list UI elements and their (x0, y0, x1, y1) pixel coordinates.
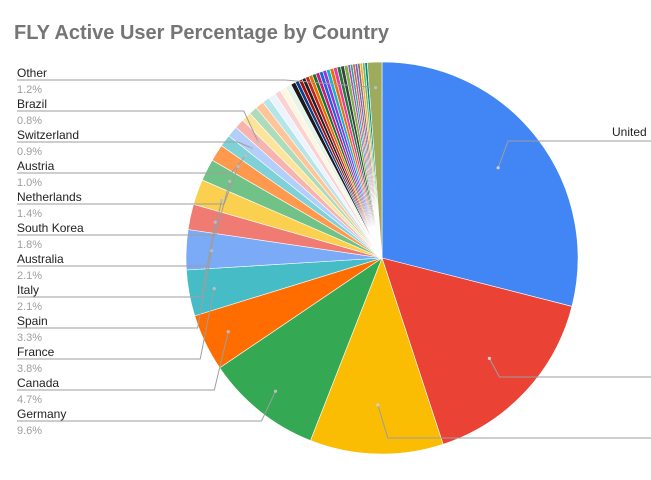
label-germany: Germany (17, 407, 66, 421)
leader-line-slice-1 (488, 358, 651, 378)
leader-line-slice-0 (497, 140, 651, 168)
value-spain: 3.3% (17, 332, 42, 344)
leader-line-south-korea (17, 181, 231, 236)
leader-dot-france (212, 287, 216, 291)
value-australia: 2.1% (17, 270, 42, 282)
slice-labels: Other 1.2%Brazil 0.8%Switzerland 0.9%Austri… (17, 66, 651, 439)
chart-title: FLY Active User Percentage by Country (14, 22, 389, 44)
label-france: France (17, 345, 55, 359)
leader-dot-austria (243, 154, 247, 158)
label-switzerland: Switzerland (17, 128, 79, 142)
value-brazil: 0.8% (17, 115, 42, 127)
pie-slice-2 (310, 257, 444, 455)
label-other: Other (17, 66, 47, 80)
leader-dot-slice-0 (496, 166, 500, 170)
value-france: 3.8% (17, 363, 42, 375)
leader-line-france (17, 288, 215, 360)
label-south-korea: South Korea (17, 221, 84, 235)
leader-dot-slice-2 (376, 403, 380, 407)
leader-dot-slice-1 (487, 356, 491, 360)
value-south-korea: 1.8% (17, 239, 42, 251)
leader-line-brazil (17, 110, 259, 142)
pie-slices (185, 61, 579, 455)
leader-dot-australia (219, 198, 224, 203)
leader-dot-brazil (256, 139, 260, 143)
label-italy: Italy (17, 283, 39, 297)
value-germany: 9.6% (17, 425, 42, 437)
pie-slice-germany (219, 257, 383, 441)
label-canada: Canada (17, 376, 59, 390)
leader-line-austria (17, 155, 246, 174)
label-united: United (612, 125, 647, 139)
leader-dot-italy (213, 220, 217, 224)
leader-line-germany (17, 390, 276, 422)
pie-slice-other (366, 61, 383, 259)
pie-slice-united (381, 61, 579, 307)
value-switzerland: 0.9% (17, 146, 42, 158)
leader-dot-spain (210, 249, 214, 253)
leader-dot-other (374, 86, 378, 90)
leader-line-slice-2 (377, 404, 651, 439)
label-brazil: Brazil (17, 97, 47, 111)
leader-dot-canada (226, 330, 230, 334)
leader-line-italy (17, 222, 216, 298)
leader-dot-germany (273, 389, 278, 393)
leader-dot-switzerland (250, 146, 254, 150)
label-spain: Spain (17, 314, 48, 328)
leader-dot-netherlands (236, 164, 240, 169)
label-netherlands: Netherlands (17, 190, 82, 204)
value-other: 1.2% (17, 84, 42, 96)
label-australia: Australia (17, 252, 64, 266)
value-netherlands: 1.4% (17, 208, 42, 220)
leader-line-other (17, 79, 376, 89)
value-canada: 4.7% (17, 394, 42, 406)
value-austria: 1.0% (17, 177, 42, 189)
leader-line-spain (17, 250, 213, 329)
value-italy: 2.1% (17, 301, 42, 313)
label-austria: Austria (17, 159, 55, 173)
leader-dot-south-korea (228, 179, 232, 183)
leader-line-switzerland (17, 141, 252, 149)
leader-line-canada (17, 331, 229, 391)
